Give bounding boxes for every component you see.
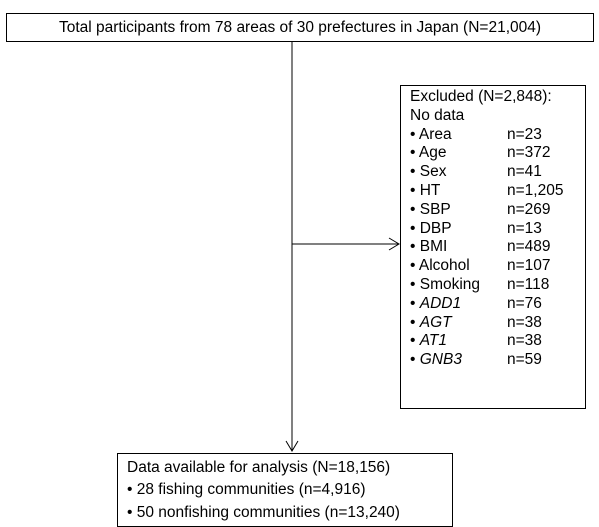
excluded-title: Excluded (N=2,848): (410, 88, 552, 105)
bullet: • (410, 163, 420, 181)
excluded-item-label: Alcohol (418, 257, 470, 275)
excluded-item: • Smoking n=118 (410, 276, 585, 295)
excluded-item: • Sex n=41 (410, 163, 585, 182)
excluded-item-count: n=372 (507, 144, 551, 162)
excluded-item-count: n=38 (507, 313, 542, 331)
excluded-item-count: n=107 (507, 257, 551, 275)
excluded-item: • AT1 n=38 (410, 332, 585, 351)
exclusion-arrowhead (388, 237, 400, 251)
total-participants-text: Total participants from 78 areas of 30 p… (58, 19, 542, 36)
excluded-item-label: Area (418, 125, 452, 143)
excluded-item-label: AT1 (419, 332, 448, 350)
bullet: • (410, 294, 420, 312)
excluded-item-name: • ADD1 (410, 295, 507, 314)
excluded-item-count: n=41 (507, 163, 542, 181)
excluded-item: • Alcohol n=107 (410, 257, 585, 276)
excluded-item-label: SBP (419, 200, 451, 218)
excluded-item-name: • DBP (410, 220, 507, 239)
excluded-item-label: GNB3 (419, 351, 462, 369)
excluded-item-count: n=76 (507, 294, 542, 312)
excluded-item-count: n=13 (507, 219, 542, 237)
analysis-box: Data available for analysis (N=18,156) •… (117, 453, 453, 527)
total-participants-box: Total participants from 78 areas of 30 p… (6, 13, 594, 42)
excluded-item: • GNB3 n=59 (410, 351, 585, 370)
excluded-subtitle: No data (410, 106, 465, 124)
bullet: • (410, 238, 420, 256)
excluded-item-count: n=38 (507, 332, 542, 350)
excluded-item-name: • GNB3 (410, 351, 507, 370)
excluded-item-label: BMI (419, 238, 448, 256)
excluded-item: • ADD1 n=76 (410, 295, 585, 314)
excluded-item-name: • Smoking (410, 276, 507, 295)
bullet: • (410, 219, 420, 237)
analysis-title: Data available for analysis (N=18,156) (127, 459, 391, 476)
excluded-item-count: n=59 (507, 351, 542, 369)
excluded-item-label: Age (418, 144, 447, 162)
bullet: • (410, 181, 420, 199)
bullet: • (410, 144, 419, 162)
excluded-item: • Area n=23 (410, 126, 585, 145)
excluded-item-name: • AT1 (410, 332, 507, 351)
excluded-item-name: • Age (410, 144, 507, 163)
excluded-item: • Age n=372 (410, 144, 585, 163)
excluded-list: • Area n=23 • Age n=372 • Sex n=41 • HT n=1,205… (410, 126, 585, 370)
excluded-item-count: n=118 (507, 275, 550, 293)
bullet: • (410, 275, 420, 293)
bullet: • (410, 351, 420, 369)
excluded-item-label: Smoking (419, 275, 481, 293)
excluded-item-name: • Alcohol (410, 257, 507, 276)
analysis-line-fishing: • 28 fishing communities (n=4,916) (127, 481, 366, 499)
bullet: • (410, 332, 420, 350)
excluded-item-label: HT (419, 181, 441, 199)
bullet: • (410, 200, 420, 218)
excluded-item-label: Sex (419, 163, 447, 181)
excluded-item-name: • Sex (410, 163, 507, 182)
excluded-item-label: ADD1 (419, 294, 462, 312)
excluded-item-count: n=269 (507, 200, 551, 218)
excluded-item-label: DBP (419, 219, 452, 237)
excluded-item: • AGT n=38 (410, 314, 585, 333)
excluded-item-count: n=489 (507, 238, 551, 256)
excluded-item: • SBP n=269 (410, 201, 585, 220)
analysis-line-nonfishing: • 50 nonfishing communities (n=13,240) (127, 503, 400, 521)
bullet: • (410, 257, 419, 275)
excluded-item-count: n=23 (507, 125, 542, 143)
excluded-item-label: AGT (419, 313, 452, 331)
main-arrowhead (285, 440, 299, 452)
excluded-item-name: • HT (410, 182, 507, 201)
excluded-item-name: • SBP (410, 201, 507, 220)
excluded-box: Excluded (N=2,848): No data • Area n=23 • … (400, 85, 586, 409)
excluded-item: • HT n=1,205 (410, 182, 585, 201)
bullet: • (410, 313, 420, 331)
excluded-item: • DBP n=13 (410, 220, 585, 239)
excluded-item-name: • BMI (410, 238, 507, 257)
excluded-item-count: n=1,205 (507, 181, 564, 199)
excluded-item-name: • AGT (410, 314, 507, 333)
bullet: • (410, 125, 419, 143)
excluded-item-name: • Area (410, 126, 507, 145)
excluded-item: • BMI n=489 (410, 238, 585, 257)
